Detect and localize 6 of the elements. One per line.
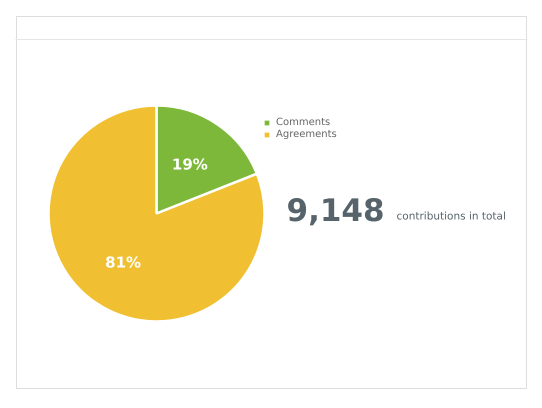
text: 9,148 (286, 193, 385, 229)
legend-label: Comments (276, 116, 330, 128)
data-label: 19% (172, 155, 208, 174)
legend-label: Agreements (276, 128, 337, 140)
text: contributions in total (396, 210, 506, 222)
data-label: 81% (105, 254, 142, 272)
